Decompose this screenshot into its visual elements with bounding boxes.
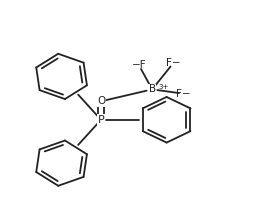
Text: F−: F− — [176, 89, 191, 99]
Text: P: P — [98, 115, 104, 125]
Text: B: B — [149, 84, 156, 94]
Text: 3+: 3+ — [158, 84, 168, 90]
Text: −F: −F — [132, 61, 146, 70]
Text: O: O — [97, 96, 105, 106]
Text: F−: F− — [166, 58, 180, 68]
